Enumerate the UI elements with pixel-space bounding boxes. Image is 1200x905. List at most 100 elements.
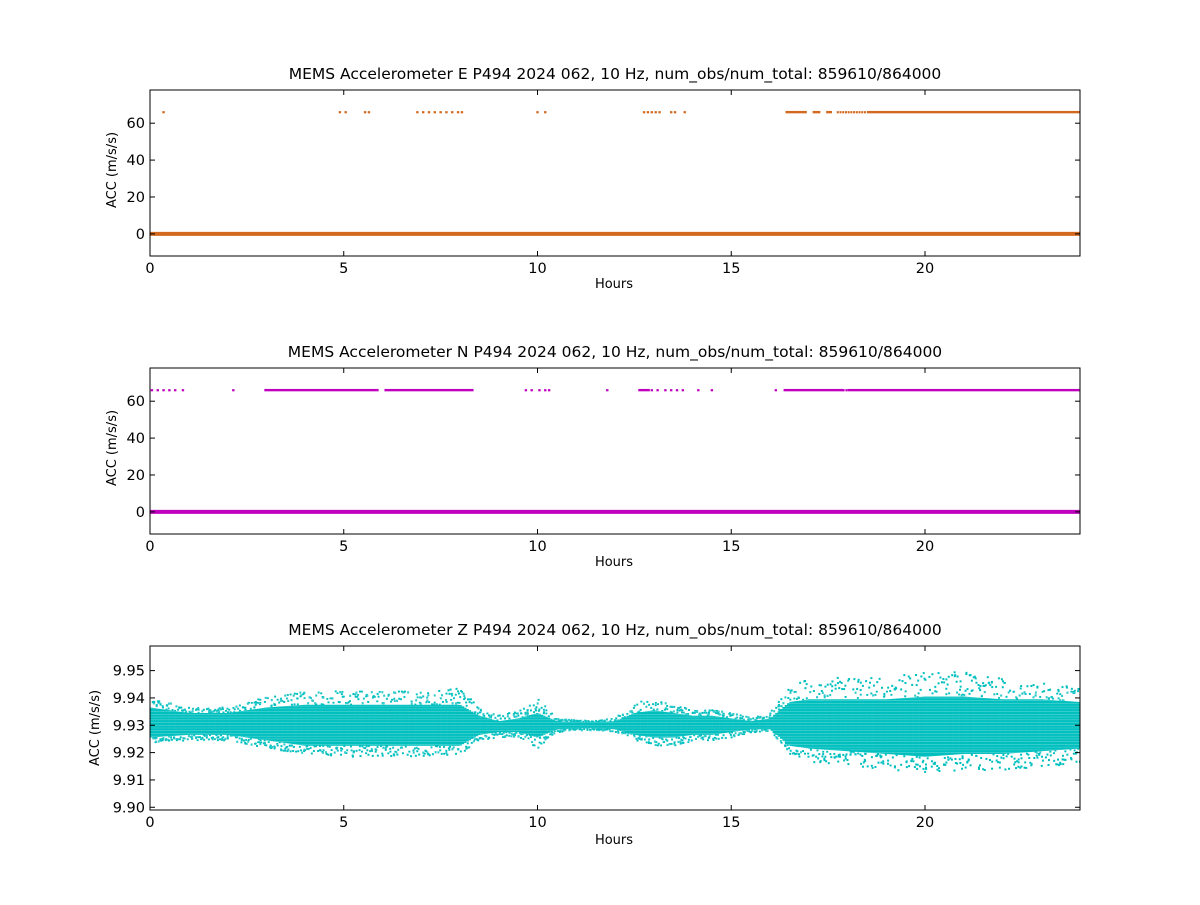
panel-z-outlier-point <box>676 709 679 712</box>
panel-z-outlier-point <box>1023 766 1026 769</box>
panel-z-outlier-point <box>915 684 918 687</box>
panel-z-core-column <box>956 696 960 755</box>
panel-z-outlier-point <box>652 737 655 740</box>
panel-z-outlier-point <box>1056 763 1059 766</box>
panel-z-outlier-point <box>437 751 440 754</box>
panel-z-outlier-point <box>247 740 250 743</box>
panel-z-outlier-point <box>244 708 247 711</box>
panel-z-core-column <box>605 721 609 730</box>
panel-z-outlier-point <box>1005 755 1008 758</box>
panel-z-outlier-point <box>434 745 437 748</box>
panel-z-outlier-point <box>569 728 572 731</box>
panel-z-outlier-point <box>648 703 651 706</box>
panel-z-outlier-point <box>638 737 641 740</box>
panel-z-core-column <box>633 712 637 735</box>
panel-z-outlier-point <box>687 738 690 741</box>
panel-z-outlier-point <box>930 765 933 768</box>
panel-z-outlier-point <box>983 684 986 687</box>
panel-z-outlier-point <box>816 749 819 752</box>
panel-z-core-column <box>187 712 190 735</box>
panel-z-outlier-point <box>642 702 645 705</box>
panel-z-core-column <box>591 721 595 729</box>
panel-z-outlier-point <box>362 697 365 700</box>
panel-z-core-column <box>438 704 441 746</box>
panel-z-outlier-point <box>544 735 547 738</box>
panel-z-outlier-point <box>1047 759 1050 762</box>
panel-z-outlier-point <box>742 718 745 721</box>
panel-e-spike-cluster <box>826 110 832 114</box>
panel-z-outlier-point <box>440 752 443 755</box>
panel-z-core-column <box>556 721 560 730</box>
panel-z-core-column <box>961 696 965 755</box>
panel-z-outlier-point <box>382 746 385 749</box>
panel-z-core-column <box>775 712 779 735</box>
panel-z-outlier-point <box>859 689 862 692</box>
panel-z-xtick-label: 5 <box>339 815 348 831</box>
panel-z-core-column <box>924 696 927 757</box>
panel-z-core-column <box>366 704 369 746</box>
panel-z-core-column <box>740 719 744 731</box>
panel-z-outlier-point <box>538 741 541 744</box>
panel-n-spike-point <box>606 389 609 392</box>
panel-z-outlier-point <box>815 755 818 758</box>
panel-z-outlier-point <box>534 707 537 710</box>
panel-z-core-column <box>1040 699 1044 752</box>
panel-z-outlier-point <box>164 739 167 742</box>
panel-z-outlier-point <box>381 752 384 755</box>
panel-z-outlier-point <box>336 746 339 749</box>
panel-z-outlier-point <box>919 765 922 768</box>
panel-z-outlier-point <box>333 751 336 754</box>
panel-z-outlier-point <box>553 729 556 732</box>
panel-z-outlier-point <box>329 697 332 700</box>
panel-z-outlier-point <box>958 758 961 761</box>
panel-z-outlier-point <box>306 748 309 751</box>
panel-z-outlier-point <box>954 761 957 764</box>
panel-z-core-column <box>645 711 648 737</box>
panel-z-outlier-point <box>836 676 839 679</box>
panel-z-outlier-point <box>457 690 460 693</box>
panel-z-outlier-point <box>359 690 362 693</box>
panel-z-outlier-point <box>798 755 801 758</box>
panel-z-outlier-point <box>257 701 260 704</box>
panel-z-outlier-point <box>683 737 686 740</box>
panel-z-outlier-point <box>385 745 388 748</box>
panel-z-core-column <box>1012 699 1016 754</box>
panel-z-core-column <box>201 712 204 735</box>
panel-z-outlier-point <box>221 708 224 711</box>
panel-z-outlier-point <box>844 755 847 758</box>
panel-z-outlier-point <box>841 688 844 691</box>
panel-z-outlier-point <box>159 739 162 742</box>
panel-z-outlier-point <box>706 739 709 742</box>
panel-z-outlier-point <box>591 727 594 730</box>
panel-z-outlier-point <box>351 754 354 757</box>
panel-z-outlier-point <box>761 729 764 732</box>
panel-z-outlier-point <box>879 754 882 757</box>
panel-z-outlier-point <box>506 713 509 716</box>
panel-z-outlier-point <box>326 697 329 700</box>
panel-z-core-column <box>942 696 946 756</box>
panel-z-outlier-point <box>165 708 168 711</box>
panel-z-outlier-point <box>320 692 323 695</box>
panel-z-outlier-point <box>898 679 901 682</box>
panel-z-outlier-point <box>819 761 822 764</box>
panel-z-outlier-point <box>654 701 657 704</box>
panel-z-outlier-point <box>217 708 220 711</box>
panel-z-outlier-point <box>850 751 853 754</box>
panel-z-outlier-point <box>502 715 505 718</box>
panel-z-core-column <box>635 712 639 736</box>
panel-z-outlier-point <box>505 734 508 737</box>
panel-z-outlier-point <box>995 759 998 762</box>
panel-z-outlier-point <box>505 731 508 734</box>
panel-z-xtick-label: 0 <box>145 815 154 831</box>
panel-z-outlier-point <box>534 709 537 712</box>
panel-z-outlier-point <box>715 737 718 740</box>
panel-z-outlier-point <box>1001 680 1004 683</box>
panel-z-outlier-point <box>347 701 350 704</box>
panel-z-outlier-point <box>203 734 206 737</box>
panel-z-outlier-point <box>717 710 720 713</box>
panel-z-outlier-point <box>191 737 194 740</box>
panel-z-outlier-point <box>674 744 677 747</box>
panel-z-outlier-point <box>943 756 946 759</box>
panel-z-core-column <box>184 712 188 736</box>
panel-z-outlier-point <box>1059 699 1062 702</box>
